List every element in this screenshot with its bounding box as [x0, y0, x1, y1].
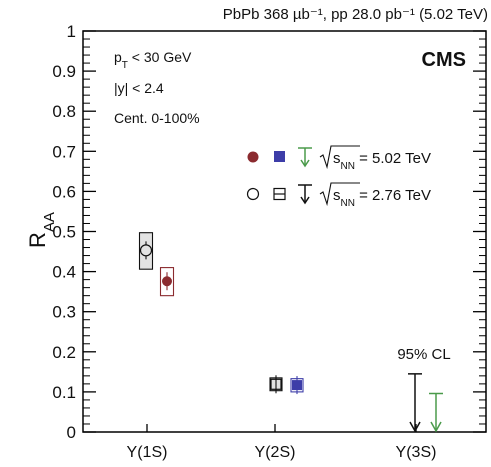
y-tick-label: 0.7	[52, 142, 76, 161]
data-point-circle-filled	[162, 276, 172, 287]
data-point-square-filled	[292, 380, 302, 391]
y-tick-label: 0.4	[52, 263, 76, 282]
upper-limit-arrowhead	[409, 421, 421, 433]
legend-arrow-3s-276	[298, 184, 312, 205]
legend-arrow-3s-502	[298, 147, 312, 168]
y-tick-label: 0.3	[52, 303, 76, 322]
legend-label-502: sNN = 5.02 TeV	[333, 150, 431, 172]
y-tick-label: 0.6	[52, 182, 76, 201]
cl-annotation: 95% CL	[397, 346, 450, 363]
legend-sqrt-502	[319, 145, 360, 170]
y-axis-title: RAA	[25, 212, 58, 248]
y-tick-label: 0	[67, 423, 76, 442]
data-point-square-open	[270, 378, 282, 390]
legend: sNN = 5.02 TeV sNN = 2.76 TeV	[246, 145, 431, 209]
y-tick-label: 0.1	[52, 383, 76, 402]
x-tick-label: Υ(2S)	[255, 444, 296, 461]
luminosity-header: PbPb 368 µb⁻¹, pp 28.0 pb⁻¹ (5.02 TeV)	[223, 6, 488, 23]
x-tick-label: Υ(3S)	[396, 444, 437, 461]
legend-marker-1s-276	[246, 187, 260, 201]
cut-centrality: Cent. 0-100%	[114, 110, 200, 126]
legend-marker-1s-502	[247, 151, 259, 163]
y-tick-label: 1	[67, 22, 76, 41]
data-point-circle-open	[139, 244, 153, 257]
cut-pt: pT < 30 GeV	[114, 49, 192, 71]
y-tick-label: 0.9	[52, 62, 76, 81]
legend-label-276: sNN = 2.76 TeV	[333, 187, 431, 209]
axes: 0 0.1 0.2 0.3 0.4 0.5 0.6 0.7 0.8 0.9 1 Υ(1S) Υ(2S) Υ…	[52, 22, 486, 461]
syst-box-1S-502	[159, 267, 175, 297]
x-tick-label: Υ(1S)	[127, 444, 168, 461]
y-tick-label: 0.8	[52, 102, 76, 121]
upper-limit-arrowhead	[430, 421, 442, 433]
legend-marker-2s-502	[274, 151, 285, 162]
data-marks	[138, 232, 443, 433]
legend-marker-2s-276	[273, 187, 286, 201]
cms-label: CMS	[422, 49, 466, 71]
cut-rapidity: |y| < 2.4	[114, 80, 164, 96]
y-tick-label: 0.2	[52, 343, 76, 362]
y-tick-label: 0.5	[52, 223, 76, 242]
legend-sqrt-276	[319, 182, 360, 207]
